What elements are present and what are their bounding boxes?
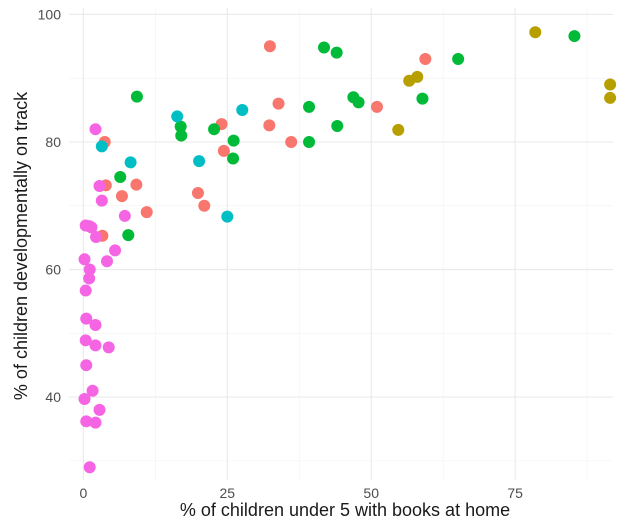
data-point	[124, 156, 137, 169]
y-tick-label: 100	[38, 6, 62, 22]
data-point	[171, 110, 184, 123]
data-point	[130, 90, 143, 103]
data-point	[78, 392, 91, 405]
data-point	[529, 26, 542, 39]
data-point	[370, 100, 383, 113]
data-point	[263, 40, 276, 53]
data-point	[604, 91, 617, 104]
data-point	[102, 341, 115, 354]
data-point	[89, 123, 102, 136]
data-point	[272, 97, 285, 110]
x-tick-label: 0	[79, 485, 87, 501]
data-point	[122, 229, 135, 242]
data-point	[80, 312, 93, 325]
data-point	[93, 179, 106, 192]
data-point	[130, 178, 143, 191]
data-point	[95, 140, 108, 153]
data-point	[392, 123, 405, 136]
data-point	[79, 284, 92, 297]
data-point	[100, 255, 113, 268]
data-point	[419, 53, 432, 66]
data-point	[403, 74, 416, 87]
data-point	[93, 403, 106, 416]
data-point	[318, 41, 331, 54]
grid-major	[69, 8, 613, 480]
data-point	[95, 194, 108, 207]
data-point	[331, 120, 344, 132]
data-point	[118, 209, 131, 222]
data-point	[193, 155, 206, 168]
data-point	[89, 416, 102, 429]
y-tick-label: 60	[45, 262, 61, 278]
grid-minor	[69, 8, 613, 480]
data-point	[115, 190, 128, 203]
data-point	[452, 53, 465, 66]
data-point	[174, 120, 187, 133]
x-axis-title: % of children under 5 with books at home	[180, 500, 510, 520]
y-tick-label: 40	[45, 389, 61, 405]
data-points	[78, 26, 617, 474]
data-point	[330, 46, 343, 59]
y-axis-ticks: 40 60 80 100	[38, 6, 62, 405]
data-point	[263, 119, 276, 132]
data-point	[303, 100, 316, 113]
data-point	[78, 253, 91, 266]
data-point	[198, 199, 211, 212]
data-point	[83, 272, 96, 285]
y-axis-title: % of children developmentally on track	[11, 91, 31, 400]
data-point	[416, 92, 429, 105]
x-axis-ticks: 0 25 50 75	[79, 485, 523, 501]
data-point	[86, 384, 99, 397]
data-point	[80, 415, 93, 428]
data-point	[89, 339, 102, 352]
data-point	[221, 210, 234, 223]
x-tick-label: 25	[220, 485, 236, 501]
data-point	[352, 96, 365, 109]
data-point	[604, 78, 617, 91]
data-point	[236, 104, 249, 117]
data-point	[83, 461, 96, 474]
data-point	[83, 220, 96, 233]
data-point	[114, 171, 127, 184]
data-point	[191, 186, 204, 199]
data-point	[140, 206, 153, 219]
data-point	[80, 359, 93, 372]
x-tick-label: 75	[507, 485, 523, 501]
data-point	[227, 152, 240, 165]
data-point	[217, 144, 230, 157]
x-tick-label: 50	[363, 485, 379, 501]
data-point	[79, 334, 92, 347]
y-tick-label: 80	[45, 134, 61, 150]
data-point	[208, 123, 221, 136]
data-point	[303, 135, 316, 148]
data-point	[89, 319, 102, 332]
data-point	[83, 263, 96, 276]
data-point	[227, 134, 240, 147]
data-point	[175, 129, 188, 142]
data-point	[109, 244, 122, 257]
data-point	[90, 230, 103, 243]
data-point	[568, 30, 581, 43]
data-point	[285, 135, 298, 148]
